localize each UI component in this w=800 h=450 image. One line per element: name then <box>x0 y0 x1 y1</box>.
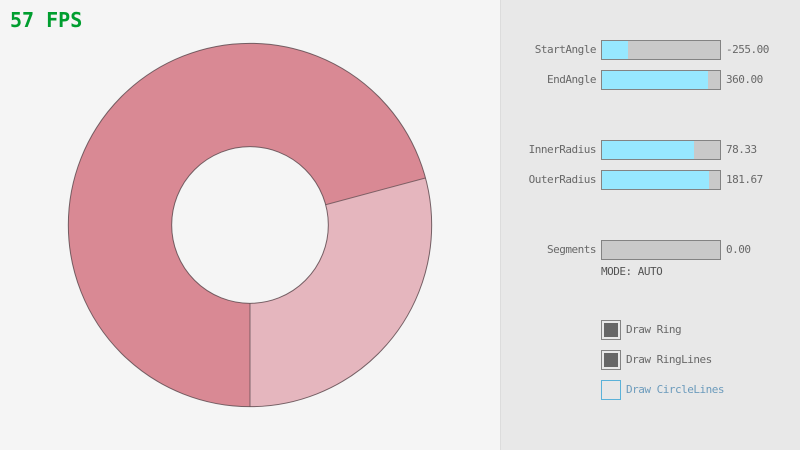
draw-ringlines-checkbox[interactable] <box>601 350 621 370</box>
slider-fill <box>602 171 709 189</box>
ring-inner-outline <box>171 146 329 304</box>
slider-fill <box>602 41 628 59</box>
slider-row-endangle: EndAngle 360.00 <box>501 70 800 90</box>
draw-circlelines-label: Draw CircleLines <box>626 383 724 396</box>
ring-light-sector <box>250 177 432 407</box>
slider-row-startangle: StartAngle -255.00 <box>501 40 800 60</box>
ring-drawing <box>67 42 433 408</box>
checkmark-icon <box>604 323 618 337</box>
outerradius-label: OuterRadius <box>528 173 597 186</box>
control-panel: StartAngle -255.00 EndAngle 360.00 Inner… <box>500 0 800 450</box>
mode-label: MODE: AUTO <box>601 265 663 278</box>
checkbox-row-draw-circlelines: Draw CircleLines <box>501 380 800 400</box>
innerradius-slider[interactable] <box>601 140 721 160</box>
slider-fill <box>602 141 694 159</box>
checkbox-row-draw-ring: Draw Ring <box>501 320 800 340</box>
draw-ringlines-label: Draw RingLines <box>626 353 712 366</box>
startangle-value: -255.00 <box>726 43 769 56</box>
startangle-label: StartAngle <box>534 43 597 56</box>
draw-ring-label: Draw Ring <box>626 323 682 336</box>
endangle-value: 360.00 <box>726 73 763 86</box>
slider-row-segments: Segments 0.00 <box>501 240 800 260</box>
checkmark-icon <box>604 353 618 367</box>
segments-label: Segments <box>547 243 596 256</box>
outerradius-value: 181.67 <box>726 173 763 186</box>
slider-row-outerradius: OuterRadius 181.67 <box>501 170 800 190</box>
endangle-slider[interactable] <box>601 70 721 90</box>
segments-slider[interactable] <box>601 240 721 260</box>
ring-sector-start-line <box>325 177 426 206</box>
slider-fill <box>602 71 708 89</box>
innerradius-value: 78.33 <box>726 143 757 156</box>
innerradius-label: InnerRadius <box>528 143 597 156</box>
startangle-slider[interactable] <box>601 40 721 60</box>
checkbox-row-draw-ringlines: Draw RingLines <box>501 350 800 370</box>
fps-counter: 57 FPS <box>10 8 83 32</box>
outerradius-slider[interactable] <box>601 170 721 190</box>
slider-row-innerradius: InnerRadius 78.33 <box>501 140 800 160</box>
segments-value: 0.00 <box>726 243 751 256</box>
draw-ring-checkbox[interactable] <box>601 320 621 340</box>
draw-circlelines-checkbox[interactable] <box>601 380 621 400</box>
endangle-label: EndAngle <box>547 73 596 86</box>
